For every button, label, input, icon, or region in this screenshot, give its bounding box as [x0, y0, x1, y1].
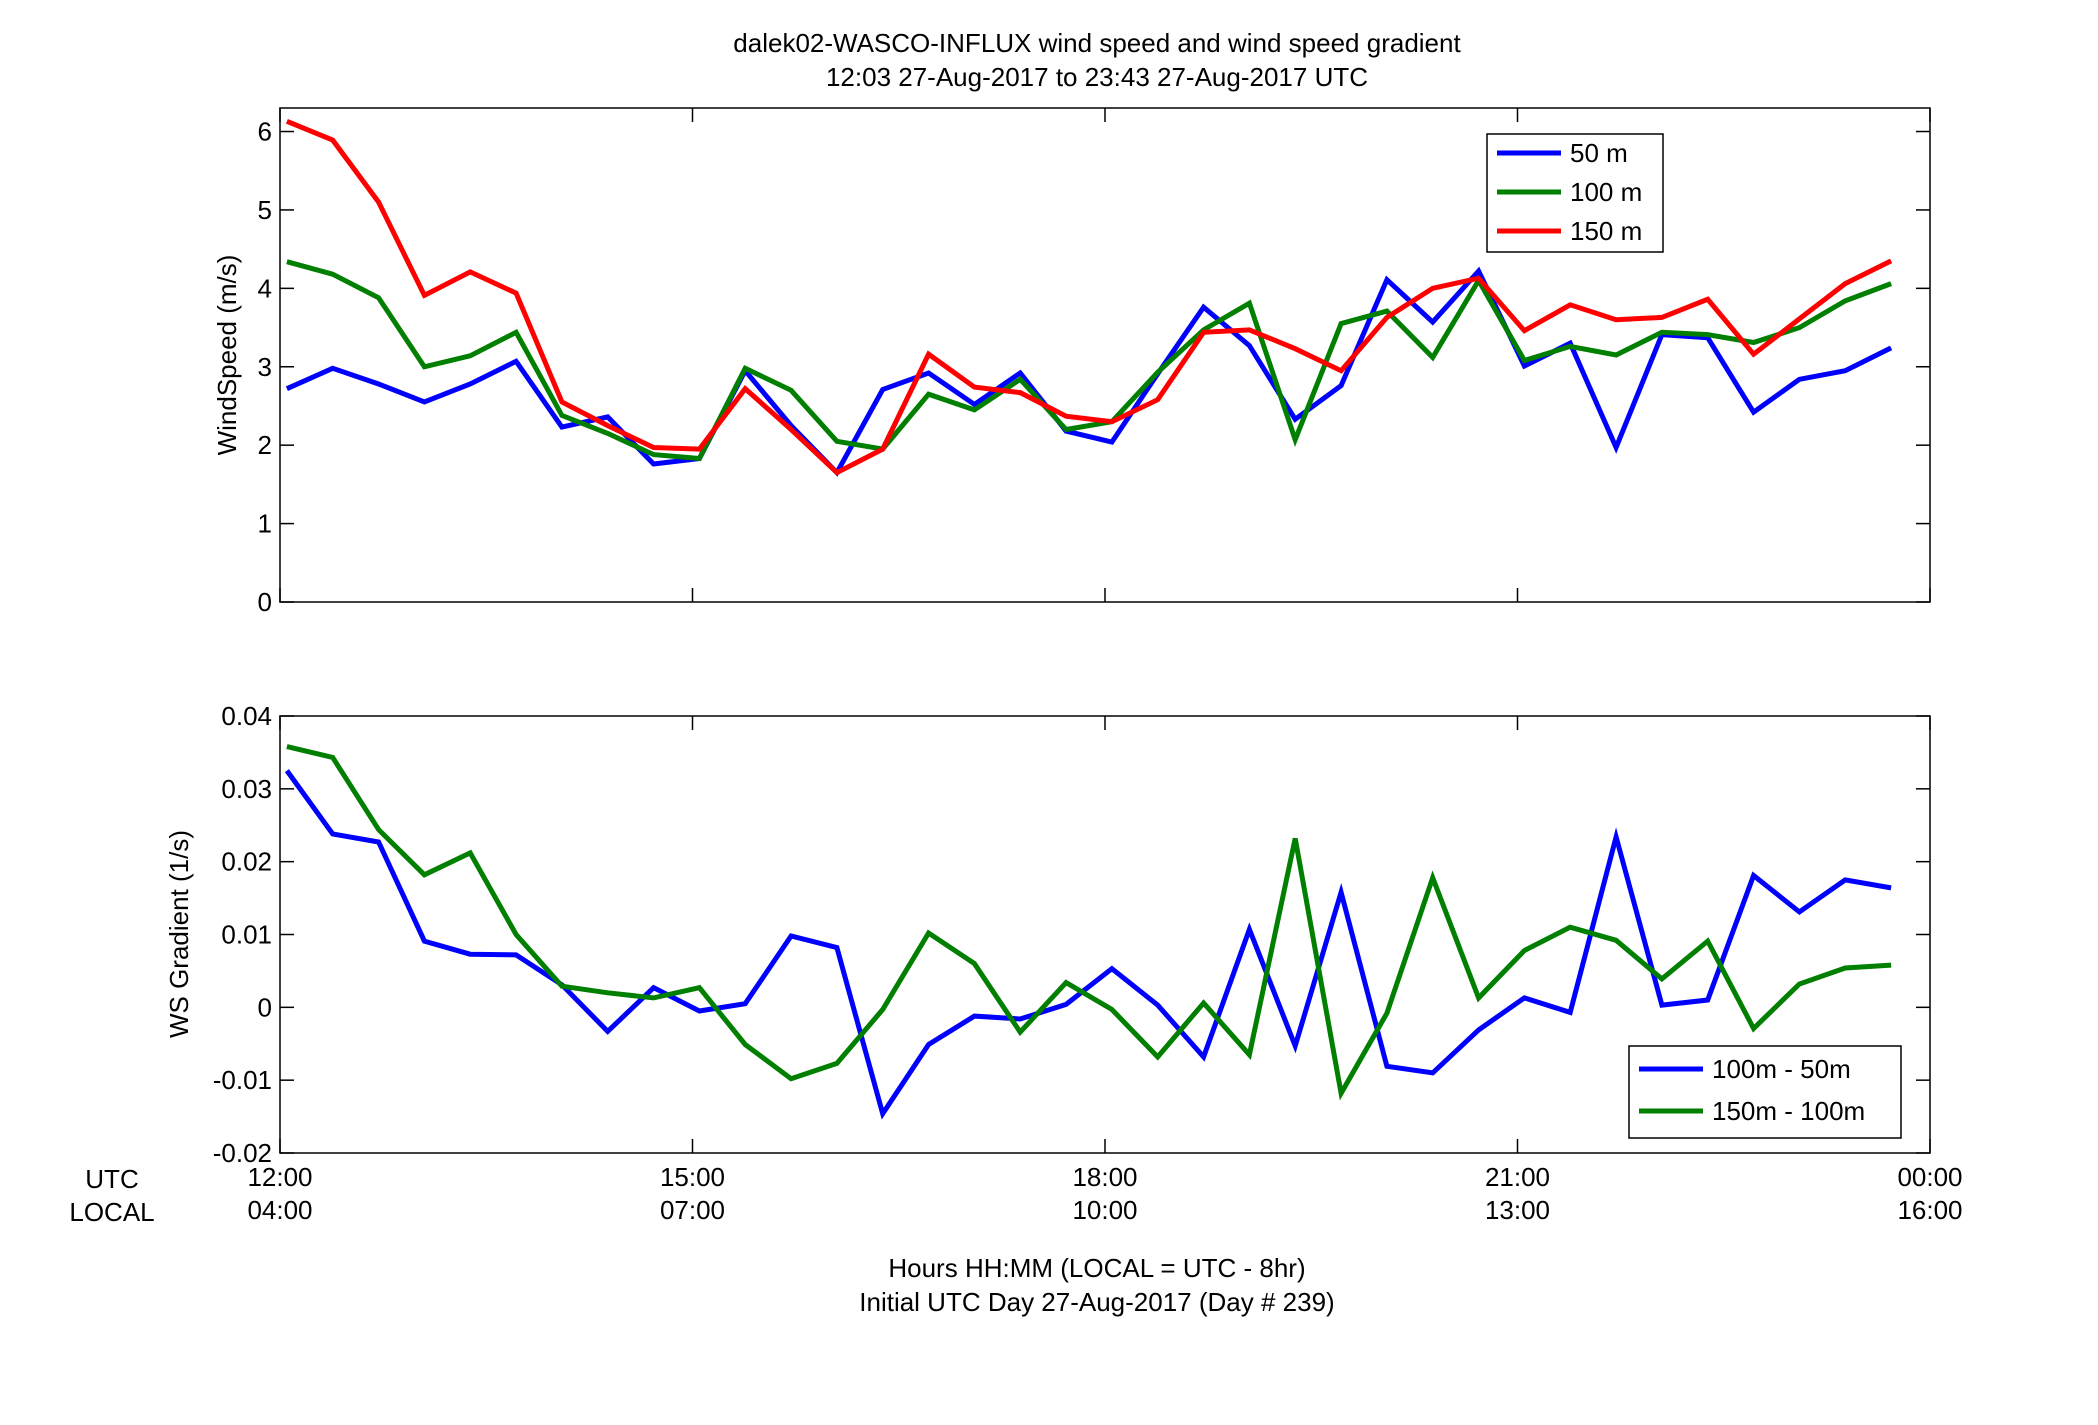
gradient-plot-frame	[279, 715, 1931, 1154]
x-tick-label-utc: 15:00	[660, 1162, 725, 1192]
windspeed-ytick-label: 5	[258, 195, 272, 225]
x-tick-label-local: 16:00	[1897, 1195, 1962, 1225]
gradient-ytick-labels: -0.02 -0.01 0 0.01 0.02 0.03 0.04	[213, 701, 272, 1168]
gradient-ytick-label: 0.03	[221, 774, 272, 804]
xlabel-line1: Hours HH:MM (LOCAL = UTC - 8hr)	[888, 1253, 1305, 1283]
windspeed-ytick-label: 4	[258, 273, 272, 303]
windspeed-plot-frame	[279, 107, 1931, 603]
gradient-ytick-label: 0.04	[221, 701, 272, 731]
figure-title-line1: dalek02-WASCO-INFLUX wind speed and wind…	[733, 28, 1461, 58]
windspeed-series-50-m-line	[285, 266, 1893, 477]
x-tick-label-local: 13:00	[1485, 1195, 1550, 1225]
windspeed-ytick-label: 1	[258, 509, 272, 539]
x-tick-label-local: 04:00	[247, 1195, 312, 1225]
x-tick-label-utc: 21:00	[1485, 1162, 1550, 1192]
windspeed-ytick-label: 3	[258, 352, 272, 382]
gradient-ytick-label: 0	[258, 992, 272, 1022]
windspeed-series-lines	[285, 118, 1893, 477]
gradient-series-150m-100m-line	[286, 744, 1892, 1101]
row-label-local: LOCAL	[69, 1197, 154, 1227]
gradient-ytick-label: -0.01	[213, 1065, 272, 1095]
gradient-ylabel: WS Gradient (1/s)	[164, 830, 194, 1038]
windspeed-ylabel: WindSpeed (m/s)	[212, 255, 242, 456]
windspeed-ytick-label: 0	[258, 587, 272, 617]
x-tick-label-utc: 12:00	[247, 1162, 312, 1192]
windspeed-series-100-m-line	[286, 259, 1892, 462]
legend-150m-label: 150 m	[1570, 216, 1642, 246]
windspeed-ytick-labels: 0 1 2 3 4 5 6	[258, 117, 272, 617]
windspeed-ytick-label: 2	[258, 430, 272, 460]
gradient-ytick-label: 0.02	[221, 847, 272, 877]
legend-50m-label: 50 m	[1570, 138, 1628, 168]
x-tick-label-local: 07:00	[660, 1195, 725, 1225]
gradient-legend-box	[1628, 1045, 1902, 1139]
x-tick-label-utc: 00:00	[1897, 1162, 1962, 1192]
x-tick-label-utc: 18:00	[1072, 1162, 1137, 1192]
xlabel-line2: Initial UTC Day 27-Aug-2017 (Day # 239)	[859, 1287, 1334, 1317]
gradient-ytick-label: 0.01	[221, 920, 272, 950]
windspeed-ytick-label: 6	[258, 117, 272, 147]
windspeed-axes: 0 1 2 3 4 5 6 WindSpeed (m/s) 50 m 100 m 150 m	[212, 107, 1931, 617]
gradient-legend: 100m - 50m 150m - 100m	[1628, 1045, 1902, 1139]
gradient-ytick-label: -0.02	[213, 1138, 272, 1168]
gradient-series-lines	[284, 744, 1892, 1120]
x-tick-label-local: 10:00	[1072, 1195, 1137, 1225]
figure-title-line2: 12:03 27-Aug-2017 to 23:43 27-Aug-2017 U…	[826, 62, 1368, 92]
row-label-utc: UTC	[85, 1164, 138, 1194]
legend-grad-150-100-label: 150m - 100m	[1712, 1096, 1865, 1126]
gradient-axes: -0.02 -0.01 0 0.01 0.02 0.03 0.04 WS Gradient …	[164, 701, 1931, 1168]
windspeed-series-150-m-line	[285, 118, 1893, 476]
windspeed-legend: 50 m 100 m 150 m	[1486, 133, 1664, 253]
legend-100m-label: 100 m	[1570, 177, 1642, 207]
legend-grad-100-50-label: 100m - 50m	[1712, 1054, 1851, 1084]
